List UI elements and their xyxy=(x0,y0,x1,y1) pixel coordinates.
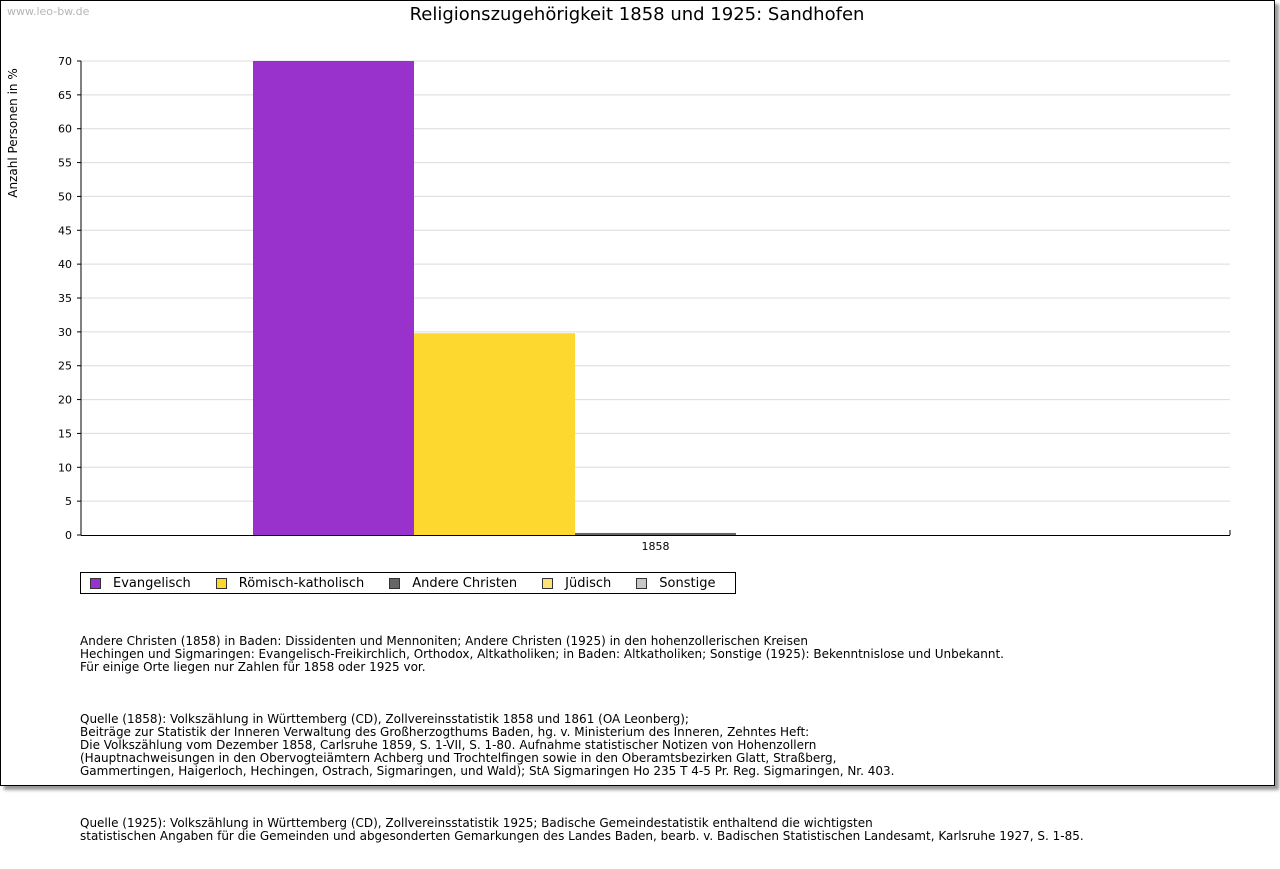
y-tick-label-0: 0 xyxy=(65,529,72,542)
bars xyxy=(253,61,736,535)
legend-item-r-misch-katholisch: Römisch-katholisch xyxy=(215,575,365,591)
legend-swatch-sonstige xyxy=(636,577,648,589)
chart-frame xyxy=(0,0,1275,786)
y-tick-label-15: 15 xyxy=(58,427,72,440)
y-tick-label-20: 20 xyxy=(58,394,72,407)
y-tick-label-25: 25 xyxy=(58,360,72,373)
y-tick-label-70: 70 xyxy=(58,55,72,68)
y-tick-label-30: 30 xyxy=(58,326,72,339)
y-tick-label-60: 60 xyxy=(58,123,72,136)
y-tick-label-65: 65 xyxy=(58,89,72,102)
x-tick-label-1858: 1858 xyxy=(642,540,670,553)
axes xyxy=(77,60,1231,536)
legend-label-j-disch: Jüdisch xyxy=(565,575,612,591)
chart-title: Religionszugehörigkeit 1858 und 1925: Sa… xyxy=(409,4,865,25)
legend-item-sonstige: Sonstige xyxy=(636,576,715,591)
legend-swatch-j-disch xyxy=(542,577,554,589)
chart-plot: 0 5 10 15 20 25 30 35 40 45 50 55 60 65 70 1858 xyxy=(58,55,1231,553)
y-tick-label-40: 40 xyxy=(58,258,72,271)
legend-item-j-disch: Jüdisch xyxy=(542,576,611,591)
notes: Andere Christen (1858) in Baden: Disside… xyxy=(80,609,1084,869)
legend: Evangelisch Römisch-katholisch Andere Chri… xyxy=(80,572,736,594)
legend-label-sonstige: Sonstige xyxy=(659,575,716,591)
bar-evangelisch-1858 xyxy=(253,61,414,535)
y-tick-label-5: 5 xyxy=(65,495,72,508)
bar-andere-christen-1858 xyxy=(575,532,736,535)
note-source-1925: Quelle (1925): Volkszählung in Württembe… xyxy=(80,816,1084,843)
legend-item-evangelisch: Evangelisch xyxy=(90,576,191,591)
legend-swatch-evangelisch xyxy=(90,577,101,589)
y-tick-label-35: 35 xyxy=(58,292,72,305)
y-tick-label-10: 10 xyxy=(58,461,72,474)
y-tick-label-45: 45 xyxy=(58,224,72,237)
y-tick-label-50: 50 xyxy=(58,190,72,203)
legend-label-evangelisch: Evangelisch xyxy=(113,575,191,591)
legend-item-andere-christen: Andere Christen xyxy=(389,576,517,591)
bar-r-misch-katholisch-1858 xyxy=(414,333,575,535)
legend-label-r-misch-katholisch: Römisch-katholisch xyxy=(238,575,365,591)
watermark: www.leo-bw.de xyxy=(7,5,90,18)
note-source-1858: Quelle (1858): Volkszählung in Württembe… xyxy=(80,712,895,778)
y-tick-label-55: 55 xyxy=(58,157,72,170)
legend-swatch-r-misch-katholisch xyxy=(215,577,227,589)
legend-label-andere-christen: Andere Christen xyxy=(412,575,518,591)
tick-labels: 0 5 10 15 20 25 30 35 40 45 50 55 60 65 70 1858 xyxy=(58,55,670,553)
note-definitions: Andere Christen (1858) in Baden: Disside… xyxy=(80,634,1004,674)
legend-swatch-andere-christen xyxy=(389,577,401,589)
